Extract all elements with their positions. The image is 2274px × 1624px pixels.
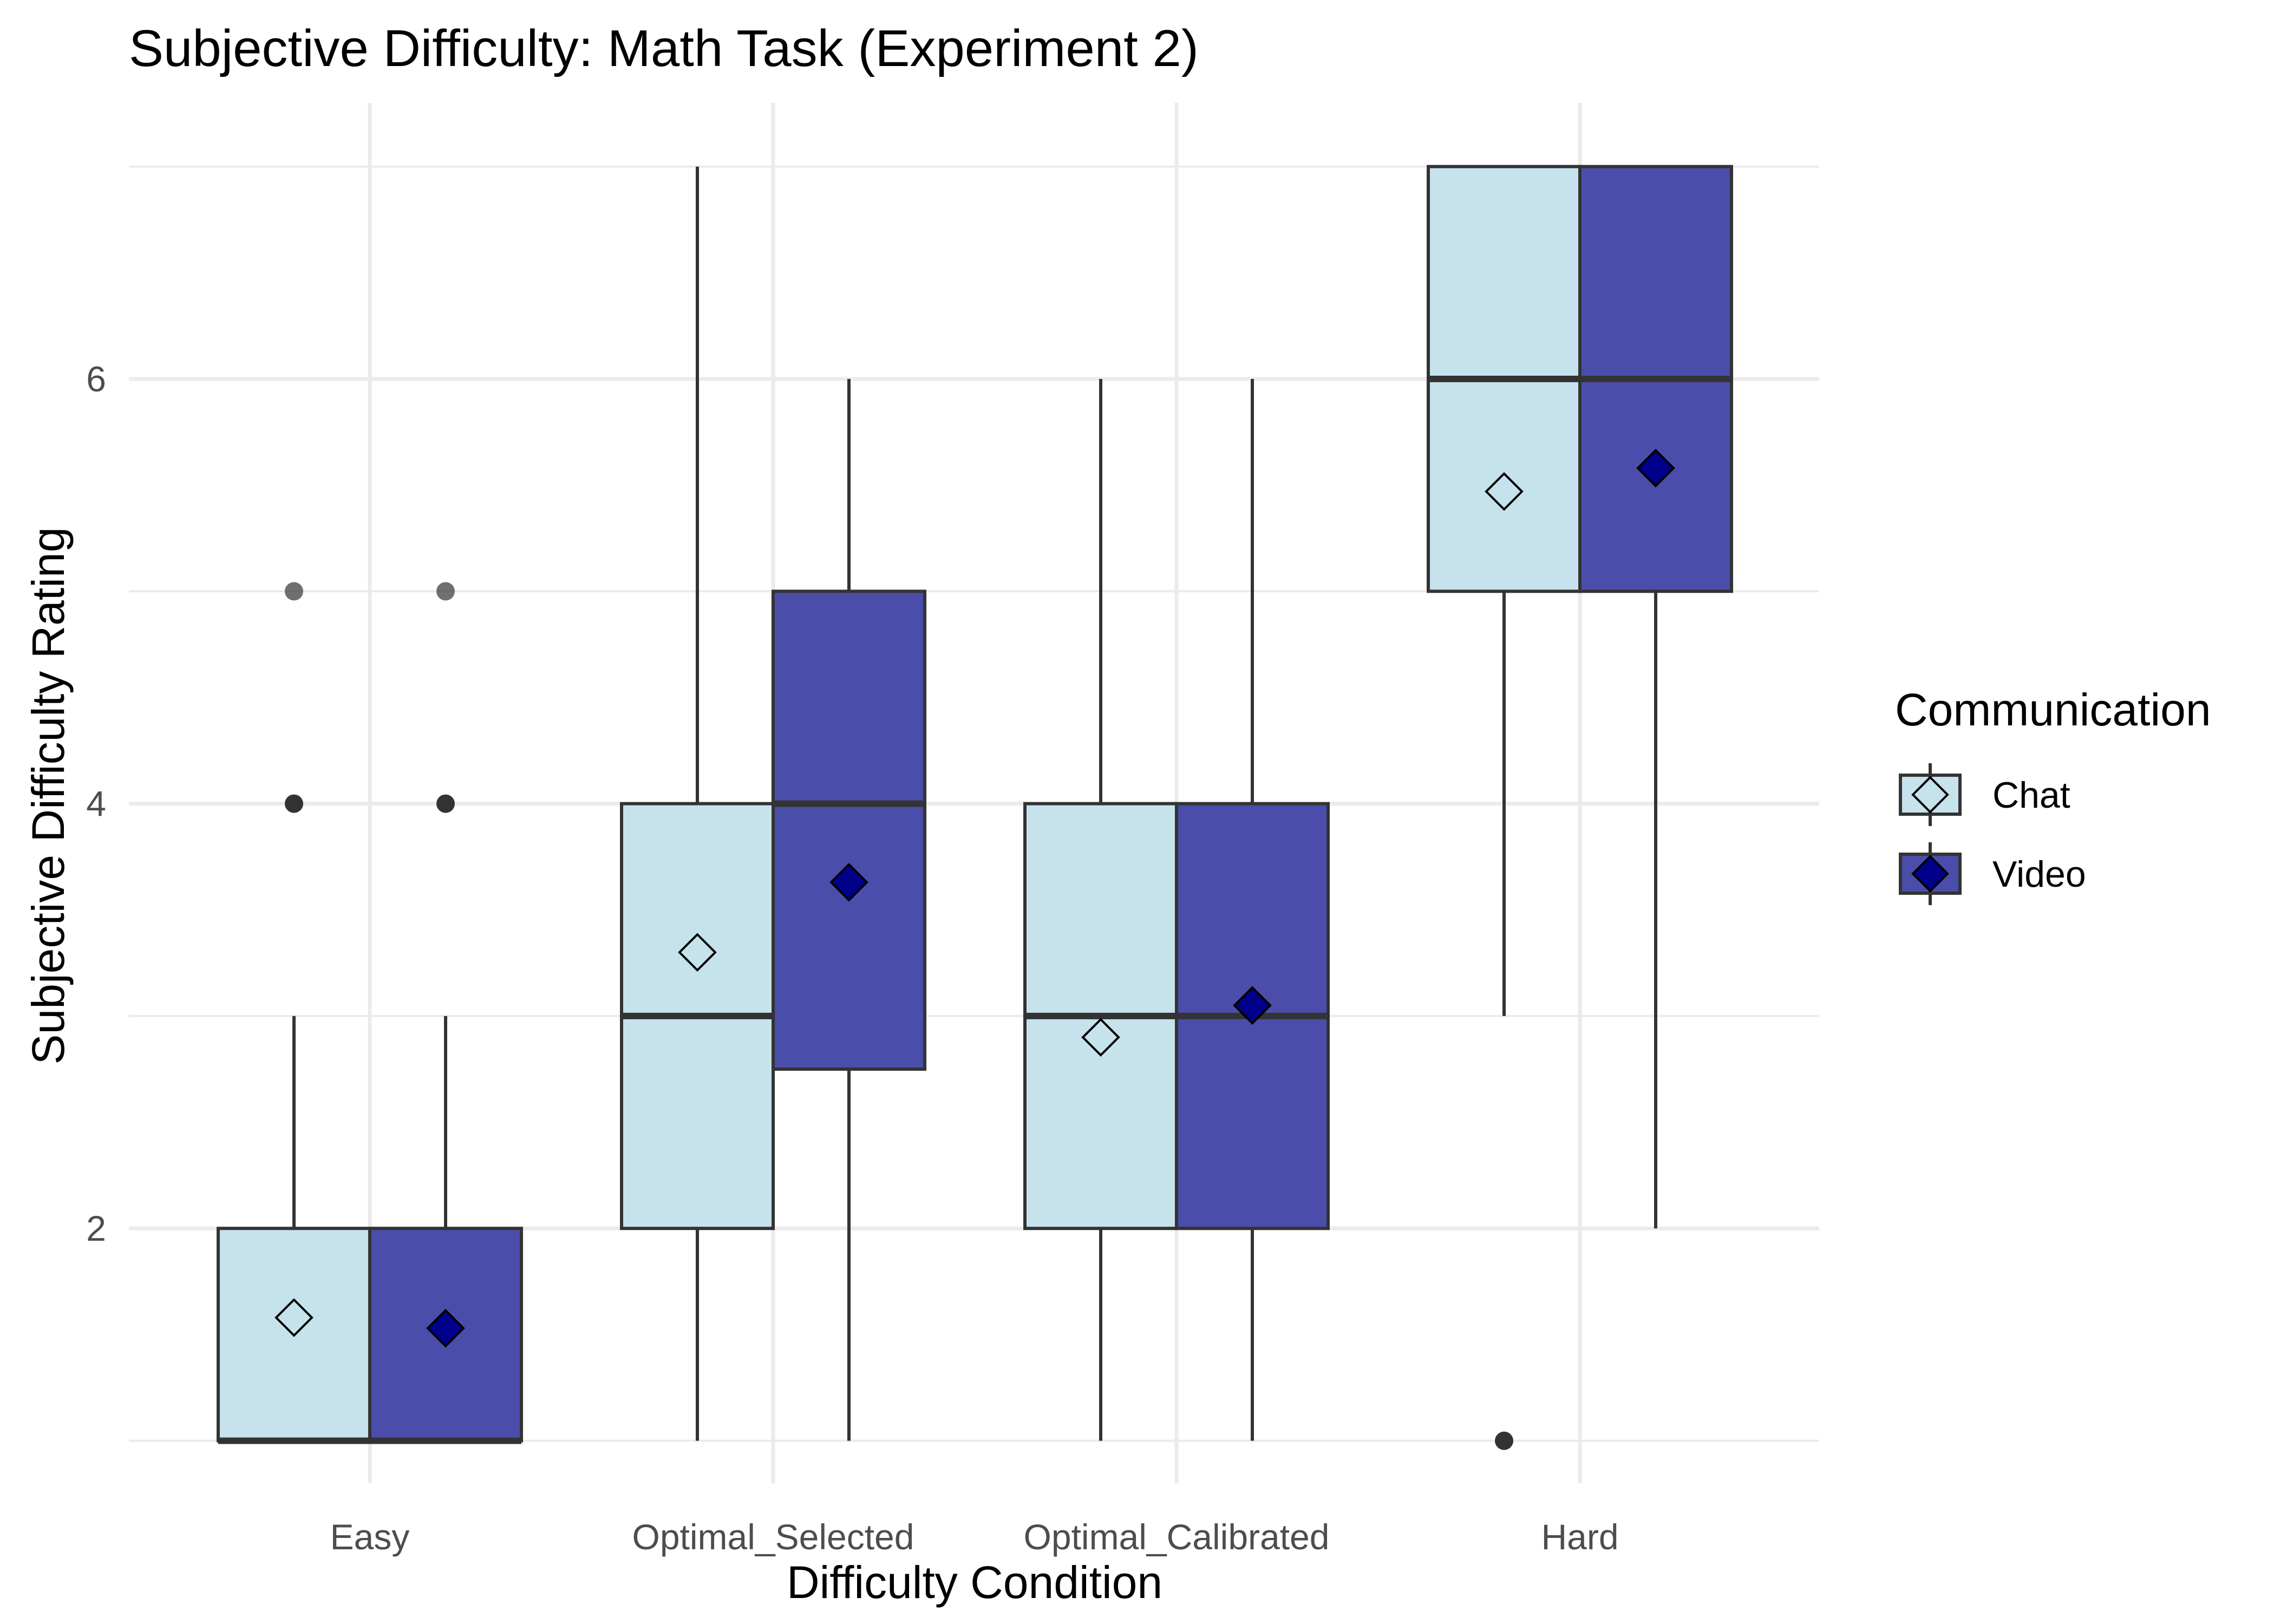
box <box>772 590 926 1071</box>
box-group-chat <box>620 166 775 1441</box>
box-group-video <box>368 582 523 1444</box>
mean-marker <box>829 862 868 902</box>
x-tick-label: Easy <box>330 1517 410 1557</box>
x-tick-label: Optimal_Calibrated <box>1024 1517 1330 1557</box>
box-group-chat <box>1427 165 1582 1450</box>
x-tick-label: Hard <box>1541 1517 1618 1557</box>
y-tick-label: 4 <box>86 784 106 824</box>
legend: Communication Chat Video <box>1895 684 2211 905</box>
legend-key-chat <box>1899 763 1962 826</box>
mean-marker <box>1233 986 1272 1025</box>
mean-marker <box>1485 472 1524 511</box>
mean-marker <box>275 1298 313 1337</box>
outlier-point <box>436 582 455 601</box>
legend-label-chat: Chat <box>1992 775 2070 816</box>
legend-key-video <box>1899 842 1962 905</box>
chart-title: Subjective Difficulty: Math Task (Experi… <box>129 19 1199 77</box>
outlier-point <box>436 794 455 813</box>
y-axis-ticks: 2 4 6 <box>86 359 106 1248</box>
legend-diamond <box>1911 776 1949 814</box>
y-tick-label: 6 <box>86 359 106 399</box>
x-axis-title: Difficulty Condition <box>787 1557 1162 1608</box>
y-axis-title: Subjective Difficulty Rating <box>23 527 74 1065</box>
outlier-point <box>285 794 303 813</box>
x-tick-label: Optimal_Selected <box>632 1517 914 1557</box>
outlier-point <box>285 582 303 601</box>
box-group-chat <box>217 582 371 1444</box>
box-group-video <box>1175 379 1330 1441</box>
legend-label-video: Video <box>1992 854 2086 895</box>
x-axis-ticks: Easy Optimal_Selected Optimal_Calibrated Ha… <box>330 1517 1619 1557</box>
box-group-video <box>772 379 926 1441</box>
mean-marker <box>1636 448 1675 488</box>
plot-boxes <box>217 165 1733 1450</box>
mean-marker <box>678 933 717 972</box>
legend-title: Communication <box>1895 684 2211 735</box>
y-tick-label: 2 <box>86 1208 106 1248</box>
box-group-chat <box>1023 379 1178 1441</box>
legend-diamond <box>1911 855 1949 893</box>
box-group-video <box>1578 165 1733 1229</box>
mean-marker <box>1081 1018 1120 1057</box>
outlier-point <box>1495 1431 1513 1450</box>
mean-marker <box>426 1308 465 1348</box>
